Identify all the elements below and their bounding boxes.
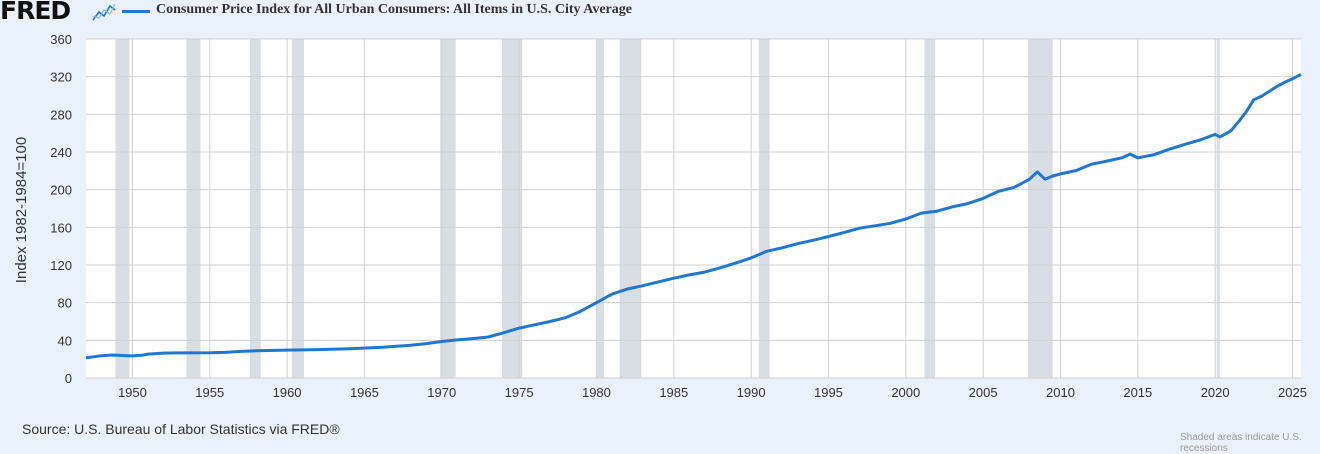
y-tick-240: 240 — [50, 145, 72, 160]
recession-band-4 — [440, 39, 456, 378]
x-tick-2010: 2010 — [1046, 385, 1075, 400]
x-tick-2000: 2000 — [891, 385, 920, 400]
x-tick-1970: 1970 — [427, 385, 456, 400]
y-tick-320: 320 — [50, 70, 72, 85]
recession-note: Shaded areas indicate U.S. recessions — [1180, 432, 1302, 454]
grid-lines — [86, 38, 1301, 379]
recession-band-1 — [186, 39, 201, 378]
recession-bands — [115, 39, 1220, 378]
recession-band-7 — [619, 39, 642, 378]
x-tick-2015: 2015 — [1123, 385, 1152, 400]
x-tick-1975: 1975 — [505, 385, 534, 400]
chart-header: FRED Consumer Price Index for All Urban … — [0, 0, 1320, 25]
y-axis-title: Index 1982-1984=100 — [13, 137, 30, 283]
recession-band-3 — [291, 39, 305, 378]
y-tick-360: 360 — [50, 32, 72, 47]
y-tick-0: 0 — [65, 371, 72, 386]
x-tick-1955: 1955 — [195, 385, 224, 400]
x-tick-2025: 2025 — [1278, 385, 1307, 400]
legend-swatch — [122, 10, 150, 13]
recession-band-10 — [1027, 39, 1053, 378]
legend-label[interactable]: Consumer Price Index for All Urban Consu… — [156, 2, 632, 17]
x-tick-2005: 2005 — [969, 385, 998, 400]
y-axis-ticks: 0 40 80 120 160 200 240 280 320 360 — [50, 32, 72, 386]
recession-band-6 — [596, 39, 605, 378]
y-tick-120: 120 — [50, 258, 72, 273]
y-tick-80: 80 — [58, 296, 72, 311]
y-tick-280: 280 — [50, 107, 72, 122]
source-note: Source: U.S. Bureau of Labor Statistics … — [22, 421, 340, 437]
y-tick-200: 200 — [50, 183, 72, 198]
y-tick-40: 40 — [58, 333, 72, 348]
x-tick-1995: 1995 — [814, 385, 843, 400]
x-tick-1960: 1960 — [273, 385, 302, 400]
series-line-cpi[interactable] — [85, 72, 1302, 360]
x-tick-1980: 1980 — [582, 385, 611, 400]
recession-band-9 — [924, 39, 936, 378]
x-axis-ticks: 1950 1955 1960 1965 1970 1975 1980 1985 1990 1995… — [118, 385, 1307, 400]
plot-area — [86, 39, 1301, 378]
recession-band-0 — [115, 39, 130, 378]
recession-band-5 — [502, 39, 523, 378]
x-tick-2020: 2020 — [1201, 385, 1230, 400]
recession-band-2 — [249, 39, 261, 378]
y-tick-160: 160 — [50, 220, 72, 235]
recession-band-11 — [1216, 39, 1220, 378]
x-tick-1985: 1985 — [659, 385, 688, 400]
x-tick-1965: 1965 — [350, 385, 379, 400]
recession-band-8 — [758, 39, 770, 378]
x-tick-1990: 1990 — [737, 385, 766, 400]
line-graph-icon — [92, 3, 116, 21]
x-tick-1950: 1950 — [118, 385, 147, 400]
fred-logo[interactable]: FRED — [0, 0, 71, 25]
